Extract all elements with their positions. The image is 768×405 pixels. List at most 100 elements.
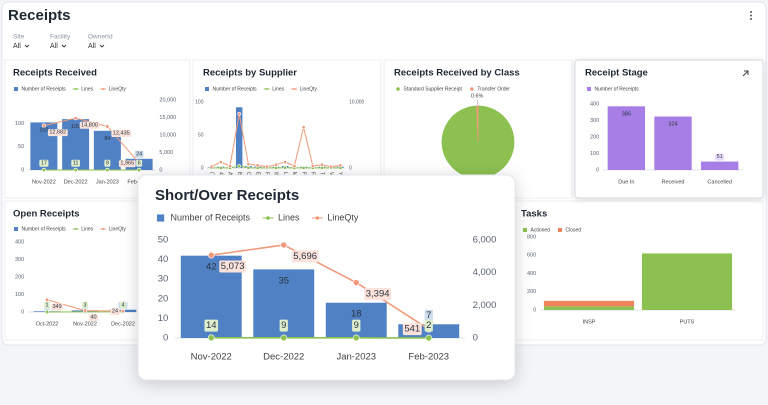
data-label: 14 xyxy=(206,320,217,331)
y-tick-label: 0 xyxy=(21,167,24,173)
more-menu[interactable] xyxy=(750,11,752,20)
data-label: 386 xyxy=(622,111,631,117)
expand-icon[interactable] xyxy=(742,70,749,77)
y-tick-label: 200 xyxy=(590,134,599,140)
label-background xyxy=(204,319,219,332)
y-tick-label: 100 xyxy=(15,121,24,127)
filter-value[interactable]: All xyxy=(88,43,96,50)
bar xyxy=(641,253,733,310)
data-label: 3 xyxy=(83,302,86,308)
x-tick-label: INSP xyxy=(583,319,596,325)
line-point xyxy=(338,163,343,168)
label-background xyxy=(51,303,64,311)
data-label: 17 xyxy=(41,160,47,166)
x-tick-label: Nov-2022 xyxy=(73,321,97,327)
legend-swatch xyxy=(315,216,320,220)
legend-swatch xyxy=(265,88,268,90)
y-tick-label: 200 xyxy=(15,274,24,280)
legend-swatch xyxy=(102,88,105,90)
y2-tick-label: 5,000 xyxy=(159,150,173,156)
label-background xyxy=(47,129,68,137)
y-tick-label: 0 xyxy=(21,309,24,315)
legend-label: Number of Receipts xyxy=(22,86,67,92)
x-tick-label: Nov-2022 xyxy=(191,352,232,363)
data-label: 0.6% xyxy=(471,93,484,99)
legend-label: Transfer Order xyxy=(477,86,510,92)
label-background xyxy=(352,319,361,332)
y-tick-label: 0 xyxy=(163,333,168,344)
y-tick-label: 400 xyxy=(527,271,536,277)
filter-value[interactable]: All xyxy=(50,43,58,50)
line-point xyxy=(44,297,50,302)
data-label: 1 xyxy=(45,302,48,308)
legend-swatch xyxy=(293,88,296,90)
line-point xyxy=(301,165,306,170)
chart-title: Short/Over Receipts xyxy=(155,187,299,204)
data-label: 40 xyxy=(91,315,97,321)
line-point xyxy=(274,162,278,167)
line-point xyxy=(207,251,215,259)
data-label: 6 xyxy=(138,160,141,166)
line-point xyxy=(283,165,288,170)
line-point xyxy=(280,241,288,249)
bar xyxy=(701,161,739,170)
dropdown-caret[interactable] xyxy=(61,44,67,48)
dropdown-caret[interactable] xyxy=(24,44,30,48)
legend-label: Lines xyxy=(272,86,284,92)
data-label: 24 xyxy=(112,309,118,315)
data-label: 1,965 xyxy=(120,161,134,167)
line-point xyxy=(209,164,214,169)
overlay: Short/Over Receipts Number of Receipts Lin… xyxy=(137,174,516,381)
legend-label: LineQty xyxy=(327,212,359,222)
line-point xyxy=(237,111,242,116)
bar xyxy=(543,300,635,307)
dropdown-caret[interactable] xyxy=(99,44,105,48)
x-tick-label: Oct-2022 xyxy=(36,321,59,327)
label-background xyxy=(118,160,136,168)
data-label: 109 xyxy=(71,124,80,130)
label-background xyxy=(39,159,49,167)
bar xyxy=(607,106,645,170)
line-point xyxy=(425,334,433,342)
y-tick-label: 30 xyxy=(158,274,169,285)
data-label: 5,696 xyxy=(293,251,317,262)
line-point xyxy=(246,162,251,166)
filter-value[interactable]: All xyxy=(13,43,21,50)
legend-label: Lines xyxy=(81,86,93,92)
y-tick-label: 0 xyxy=(201,165,204,171)
y-tick-label: 50 xyxy=(198,132,204,138)
filter-label: OwnerId xyxy=(88,34,113,41)
line-point xyxy=(310,164,315,168)
legend-label: Number of Receipts xyxy=(22,226,67,232)
legend-label: LineQty xyxy=(300,86,318,92)
y-tick-label: 300 xyxy=(590,118,599,124)
label-background xyxy=(402,323,422,336)
line-point xyxy=(218,160,223,164)
line-point xyxy=(255,163,260,168)
data-label: 5,073 xyxy=(221,261,245,272)
label-background xyxy=(424,319,433,332)
pie-slice xyxy=(476,105,479,143)
line-point xyxy=(280,334,288,342)
line-point xyxy=(352,279,360,286)
y-tick-label: 200 xyxy=(527,289,536,295)
data-label: 35 xyxy=(278,275,289,286)
data-label: 14,800 xyxy=(81,122,98,128)
y-tick-label: 100 xyxy=(590,151,599,157)
label-background xyxy=(81,301,89,309)
legend-swatch xyxy=(14,87,18,91)
line-point xyxy=(41,123,46,128)
line-point xyxy=(292,164,297,168)
data-label: 324 xyxy=(668,121,677,127)
line-point xyxy=(329,164,334,169)
legend-swatch xyxy=(14,227,18,231)
data-label: 541 xyxy=(404,324,420,335)
data-label: 12,435 xyxy=(113,131,130,137)
data-label: 12,682 xyxy=(49,130,66,136)
x-tick-label: Received xyxy=(662,179,685,185)
label-background xyxy=(279,319,288,332)
y2-tick-label: 0 xyxy=(473,333,478,344)
line-point xyxy=(137,167,142,173)
